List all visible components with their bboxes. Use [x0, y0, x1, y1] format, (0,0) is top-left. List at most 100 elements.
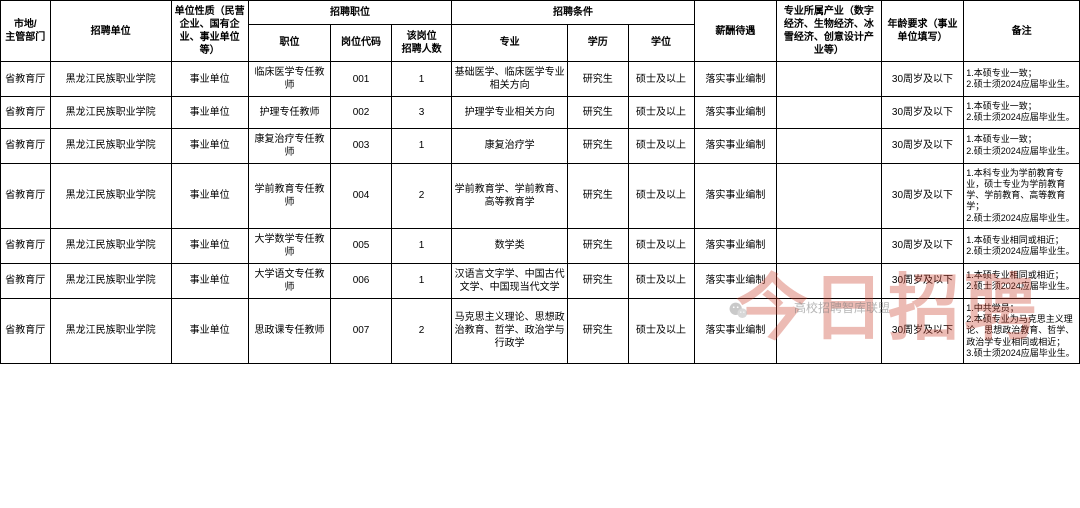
- cell-salary: 落实事业编制: [694, 228, 777, 263]
- th-major: 专业: [452, 24, 568, 61]
- cell-industry: [777, 228, 882, 263]
- cell-age: 30周岁及以下: [881, 128, 964, 163]
- cell-headcount: 1: [391, 128, 452, 163]
- cell-industry: [777, 97, 882, 129]
- cell-post_code: 006: [331, 263, 392, 298]
- cell-age: 30周岁及以下: [881, 228, 964, 263]
- cell-employer: 黑龙江民族职业学院: [50, 128, 171, 163]
- cell-major: 护理学专业相关方向: [452, 97, 568, 129]
- table-row: 省教育厅黑龙江民族职业学院事业单位学前教育专任教师0042学前教育学、学前教育、…: [1, 163, 1080, 228]
- cell-org_nature: 事业单位: [171, 298, 248, 363]
- cell-degree: 硕士及以上: [628, 128, 694, 163]
- cell-org_nature: 事业单位: [171, 263, 248, 298]
- table-row: 省教育厅黑龙江民族职业学院事业单位大学数学专任教师0051数学类研究生硕士及以上…: [1, 228, 1080, 263]
- cell-dept: 省教育厅: [1, 62, 51, 97]
- cell-degree: 硕士及以上: [628, 263, 694, 298]
- cell-degree: 硕士及以上: [628, 298, 694, 363]
- cell-post_code: 007: [331, 298, 392, 363]
- table-row: 省教育厅黑龙江民族职业学院事业单位思政课专任教师0072马克思主义理论、思想政治…: [1, 298, 1080, 363]
- cell-industry: [777, 62, 882, 97]
- cell-remark: 1.本硕专业一致；2.硕士须2024应届毕业生。: [964, 62, 1080, 97]
- cell-employer: 黑龙江民族职业学院: [50, 298, 171, 363]
- cell-remark: 1.本硕专业相同或相近；2.硕士须2024应届毕业生。: [964, 228, 1080, 263]
- cell-industry: [777, 263, 882, 298]
- table-header: 市地/主管部门 招聘单位 单位性质（民营企业、国有企业、事业单位等） 招聘职位 …: [1, 1, 1080, 62]
- th-degree: 学位: [628, 24, 694, 61]
- cell-position: 护理专任教师: [248, 97, 331, 129]
- cell-salary: 落实事业编制: [694, 128, 777, 163]
- cell-employer: 黑龙江民族职业学院: [50, 163, 171, 228]
- cell-education: 研究生: [567, 298, 628, 363]
- cell-salary: 落实事业编制: [694, 163, 777, 228]
- cell-dept: 省教育厅: [1, 163, 51, 228]
- cell-headcount: 1: [391, 228, 452, 263]
- cell-education: 研究生: [567, 128, 628, 163]
- cell-post_code: 003: [331, 128, 392, 163]
- cell-post_code: 005: [331, 228, 392, 263]
- cell-position: 大学语文专任教师: [248, 263, 331, 298]
- th-dept: 市地/主管部门: [1, 1, 51, 62]
- th-headcount: 该岗位招聘人数: [391, 24, 452, 61]
- cell-education: 研究生: [567, 228, 628, 263]
- th-condition-grp: 招聘条件: [452, 1, 694, 25]
- cell-org_nature: 事业单位: [171, 97, 248, 129]
- cell-education: 研究生: [567, 97, 628, 129]
- cell-age: 30周岁及以下: [881, 298, 964, 363]
- th-org-nature: 单位性质（民营企业、国有企业、事业单位等）: [171, 1, 248, 62]
- cell-industry: [777, 298, 882, 363]
- cell-age: 30周岁及以下: [881, 163, 964, 228]
- recruitment-table: 市地/主管部门 招聘单位 单位性质（民营企业、国有企业、事业单位等） 招聘职位 …: [0, 0, 1080, 364]
- cell-org_nature: 事业单位: [171, 228, 248, 263]
- cell-position: 康复治疗专任教师: [248, 128, 331, 163]
- cell-dept: 省教育厅: [1, 128, 51, 163]
- cell-industry: [777, 128, 882, 163]
- cell-remark: 1.本科专业为学前教育专业，硕士专业为学前教育学、学前教育、高等教育学；2.硕士…: [964, 163, 1080, 228]
- th-position: 职位: [248, 24, 331, 61]
- th-age: 年龄要求（事业单位填写）: [881, 1, 964, 62]
- th-industry: 专业所属产业（数字经济、生物经济、冰雪经济、创意设计产业等）: [777, 1, 882, 62]
- th-post-code: 岗位代码: [331, 24, 392, 61]
- cell-position: 思政课专任教师: [248, 298, 331, 363]
- cell-dept: 省教育厅: [1, 228, 51, 263]
- cell-industry: [777, 163, 882, 228]
- cell-org_nature: 事业单位: [171, 62, 248, 97]
- cell-headcount: 2: [391, 298, 452, 363]
- cell-employer: 黑龙江民族职业学院: [50, 228, 171, 263]
- cell-salary: 落实事业编制: [694, 62, 777, 97]
- cell-education: 研究生: [567, 163, 628, 228]
- cell-post_code: 001: [331, 62, 392, 97]
- cell-age: 30周岁及以下: [881, 97, 964, 129]
- cell-age: 30周岁及以下: [881, 263, 964, 298]
- cell-employer: 黑龙江民族职业学院: [50, 97, 171, 129]
- cell-headcount: 2: [391, 163, 452, 228]
- cell-major: 学前教育学、学前教育、高等教育学: [452, 163, 568, 228]
- cell-remark: 1.本硕专业相同或相近；2.硕士须2024应届毕业生。: [964, 263, 1080, 298]
- table-row: 省教育厅黑龙江民族职业学院事业单位康复治疗专任教师0031康复治疗学研究生硕士及…: [1, 128, 1080, 163]
- cell-remark: 1.中共党员；2.本硕专业为马克思主义理论、思想政治教育、哲学、政治学专业相同或…: [964, 298, 1080, 363]
- cell-position: 大学数学专任教师: [248, 228, 331, 263]
- cell-education: 研究生: [567, 263, 628, 298]
- cell-employer: 黑龙江民族职业学院: [50, 62, 171, 97]
- th-education: 学历: [567, 24, 628, 61]
- cell-headcount: 1: [391, 263, 452, 298]
- cell-major: 马克思主义理论、思想政治教育、哲学、政治学与行政学: [452, 298, 568, 363]
- cell-post_code: 004: [331, 163, 392, 228]
- cell-position: 学前教育专任教师: [248, 163, 331, 228]
- cell-age: 30周岁及以下: [881, 62, 964, 97]
- table-body: 省教育厅黑龙江民族职业学院事业单位临床医学专任教师0011基础医学、临床医学专业…: [1, 62, 1080, 364]
- cell-headcount: 3: [391, 97, 452, 129]
- cell-dept: 省教育厅: [1, 298, 51, 363]
- cell-position: 临床医学专任教师: [248, 62, 331, 97]
- cell-degree: 硕士及以上: [628, 228, 694, 263]
- cell-employer: 黑龙江民族职业学院: [50, 263, 171, 298]
- th-position-grp: 招聘职位: [248, 1, 452, 25]
- cell-salary: 落实事业编制: [694, 298, 777, 363]
- table-row: 省教育厅黑龙江民族职业学院事业单位临床医学专任教师0011基础医学、临床医学专业…: [1, 62, 1080, 97]
- cell-degree: 硕士及以上: [628, 62, 694, 97]
- cell-degree: 硕士及以上: [628, 97, 694, 129]
- th-employer: 招聘单位: [50, 1, 171, 62]
- cell-degree: 硕士及以上: [628, 163, 694, 228]
- cell-dept: 省教育厅: [1, 263, 51, 298]
- cell-education: 研究生: [567, 62, 628, 97]
- cell-org_nature: 事业单位: [171, 128, 248, 163]
